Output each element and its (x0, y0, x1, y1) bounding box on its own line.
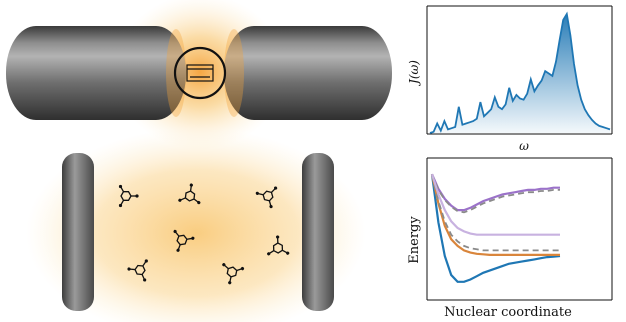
spectral-density-plot: J(ω) ω (407, 5, 613, 153)
left-mirror (62, 153, 94, 311)
molecule-icon (178, 183, 201, 205)
molecule-icon (173, 229, 195, 252)
fabry-perot-cavity-illustration (26, 128, 366, 322)
pes-curve-2 (430, 173, 560, 256)
molecule-icon (255, 186, 278, 209)
molecule-icon (118, 184, 139, 208)
spectrum-ylabel: J(ω) (407, 60, 421, 87)
pes-curves (430, 173, 561, 283)
nanocavity-illustration (6, 0, 392, 150)
spectrum-area (430, 14, 610, 133)
molecule-icon (222, 263, 245, 285)
molecule-icon (127, 259, 148, 282)
right-mirror (302, 153, 334, 311)
pes-xlabel: Nuclear coordinate (444, 305, 572, 320)
pes-curve-5 (431, 173, 560, 214)
single-molecule-icon (186, 64, 214, 82)
right-electrode (224, 26, 392, 120)
potential-energy-plot: Energy Nuclear coordinate (407, 157, 613, 320)
molecule-ring (173, 46, 227, 100)
right-electrode-tip-highlight (224, 29, 244, 117)
pes-curve-3 (430, 173, 560, 212)
spectrum-line (429, 11, 611, 134)
left-electrode (6, 26, 186, 120)
bottom-glow (26, 128, 366, 322)
molecule-icon (267, 235, 290, 256)
spectrum-xlabel: ω (519, 139, 529, 153)
pes-curve-4 (431, 173, 560, 252)
pes-ylabel: Energy (407, 216, 422, 264)
pes-curve-1 (430, 174, 561, 283)
pes-curve-6 (430, 173, 560, 236)
molecule-ensemble (118, 183, 290, 285)
